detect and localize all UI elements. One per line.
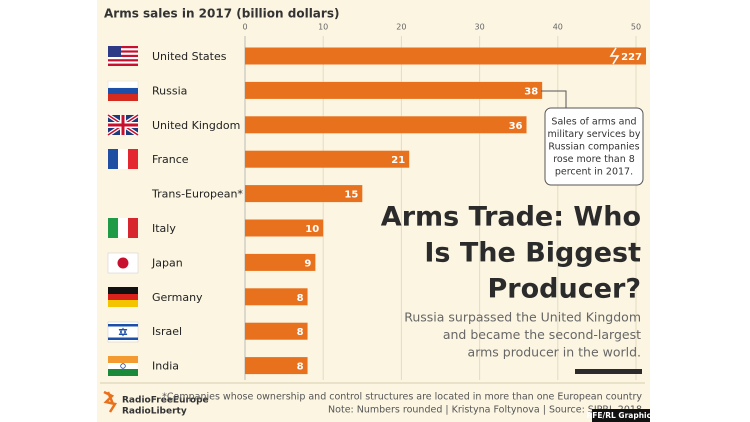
x-tick-label: 20	[396, 23, 406, 32]
logo-text: RadioFreeEurope	[122, 396, 209, 406]
category-label: Israel	[152, 325, 182, 338]
bar	[245, 253, 316, 271]
x-tick-label: 10	[318, 23, 328, 32]
annotation-text: military services by	[548, 129, 641, 140]
bar	[245, 288, 308, 306]
bar	[245, 219, 324, 237]
category-label: United Kingdom	[152, 119, 240, 132]
bar	[245, 47, 646, 65]
value-label: 38	[524, 86, 538, 97]
flag-india	[108, 356, 138, 376]
flag-germany	[108, 287, 138, 307]
bar	[245, 357, 308, 375]
x-tick-label: 50	[631, 23, 641, 32]
category-label: Japan	[151, 256, 183, 269]
subtitle: arms producer in the world.	[468, 345, 641, 360]
value-label: 9	[304, 258, 311, 269]
category-label: Russia	[152, 84, 187, 97]
category-label: United States	[152, 50, 227, 63]
logo-text: RadioLiberty	[122, 407, 187, 417]
chart-title: Arms sales in 2017 (billion dollars)	[104, 7, 339, 21]
bar	[245, 150, 410, 168]
axis-break	[609, 47, 620, 65]
bar	[245, 81, 543, 99]
annotation-connector	[541, 90, 567, 108]
footnote: *Companies whose ownership and control s…	[162, 392, 642, 403]
annotation-text: rose more than 8	[553, 154, 635, 165]
plot: 0 10 20 30 40 50 227 38 36 21 15 10 9 8 8 8	[242, 23, 646, 380]
flags	[106, 46, 140, 376]
annotation-text: Russian companies	[548, 142, 639, 153]
value-label: 8	[297, 327, 304, 338]
flag-france	[108, 149, 138, 169]
logo-mark	[103, 390, 117, 413]
category-label: Trans-European*	[151, 188, 243, 201]
value-label: 8	[297, 362, 304, 373]
headline-rule	[575, 369, 642, 374]
value-label: 36	[509, 121, 523, 132]
subtitle: and became the second-largest	[443, 327, 641, 342]
note: Note: Numbers rounded | Kristyna Foltyno…	[328, 405, 642, 416]
category-label: Italy	[152, 222, 176, 235]
x-tick-label: 0	[242, 23, 247, 32]
credit-badge	[592, 409, 650, 422]
value-label: 227	[621, 52, 642, 63]
flag-russia	[107, 80, 139, 101]
flag-us	[108, 46, 138, 66]
annotation-box	[544, 107, 644, 186]
bar	[245, 185, 363, 203]
annotation-text: percent in 2017.	[555, 167, 633, 178]
bar	[245, 116, 527, 134]
bar	[245, 322, 308, 340]
flag-japan	[107, 252, 139, 274]
headline: Is The Biggest	[424, 238, 641, 269]
headline: Producer?	[488, 274, 642, 305]
flag-italy	[108, 218, 138, 238]
value-label: 15	[344, 190, 358, 201]
subtitle: Russia surpassed the United Kingdom	[404, 310, 641, 325]
annotation-text: Sales of arms and	[551, 117, 636, 128]
value-label: 10	[305, 224, 319, 235]
flag-uk	[106, 113, 140, 137]
category-label: India	[152, 360, 179, 373]
category-label: France	[152, 153, 189, 166]
value-label: 21	[391, 155, 405, 166]
value-label: 8	[297, 293, 304, 304]
flag-israel	[107, 321, 139, 343]
x-tick-label: 40	[553, 23, 563, 32]
headline: Arms Trade: Who	[381, 202, 641, 233]
category-label: Germany	[152, 291, 203, 304]
x-tick-label: 30	[475, 23, 485, 32]
credit: RFE/RL Graphics	[586, 411, 656, 420]
